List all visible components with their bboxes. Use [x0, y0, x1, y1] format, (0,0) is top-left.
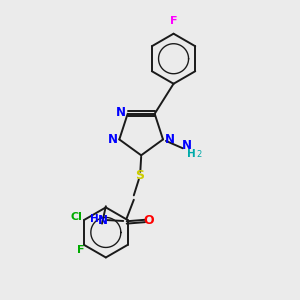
Text: N: N [164, 133, 175, 146]
Text: F: F [170, 16, 177, 26]
Text: N: N [182, 139, 192, 152]
Text: N: N [108, 133, 118, 146]
Text: O: O [144, 214, 154, 227]
Text: 2: 2 [196, 150, 202, 159]
Text: N: N [116, 106, 126, 119]
Text: F: F [76, 245, 84, 255]
Text: H: H [187, 149, 196, 159]
Text: S: S [135, 169, 144, 182]
Text: H: H [90, 214, 99, 224]
Text: N: N [98, 214, 108, 226]
Text: Cl: Cl [71, 212, 83, 222]
